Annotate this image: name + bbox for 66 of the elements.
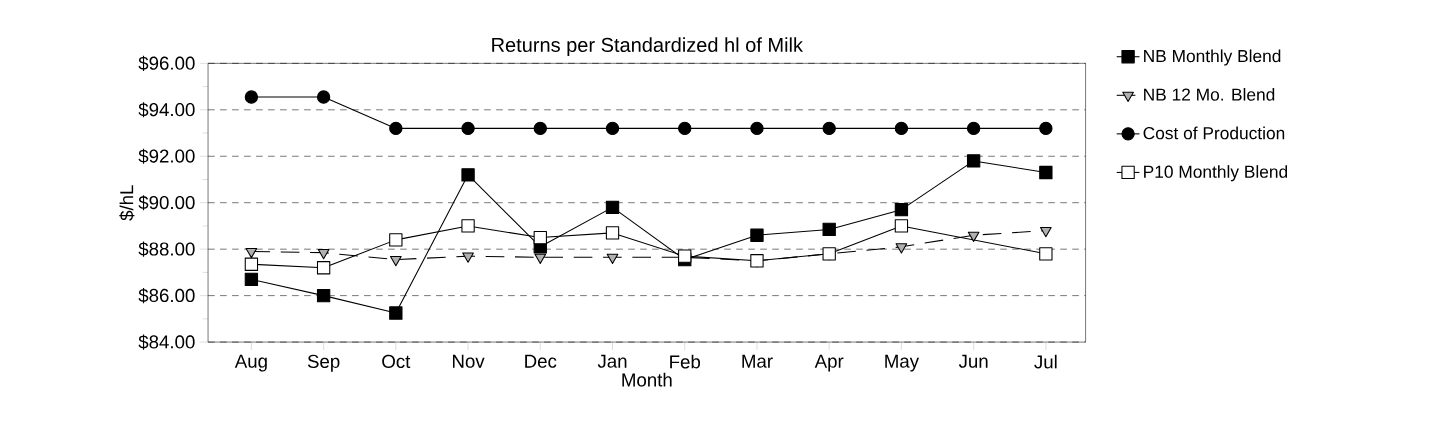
y-tick-label: $94.00 [138, 102, 195, 118]
y-tick-label: $86.00 [138, 288, 195, 304]
point [605, 200, 620, 214]
point [462, 252, 474, 263]
point [894, 219, 909, 233]
point [389, 306, 403, 320]
point [894, 202, 909, 217]
x-axis-title: Month [622, 372, 672, 387]
point [316, 261, 331, 275]
x-tick-label: Feb [670, 354, 701, 369]
point [966, 154, 981, 168]
point [1039, 165, 1053, 180]
point [389, 255, 402, 267]
y-tick-label: $90.00 [138, 195, 195, 211]
chart-title: Returns per Standardized hl of Milk [492, 37, 803, 56]
x-tick-label: Apr [814, 354, 844, 372]
point [822, 121, 836, 136]
point [244, 272, 259, 286]
point [966, 121, 981, 136]
y-tick-label: $96.00 [138, 55, 195, 71]
legend-label: NB Monthly Blend [1144, 49, 1281, 66]
point [533, 230, 547, 245]
point [533, 121, 547, 136]
x-tick-label: Jan [597, 354, 627, 368]
legend-label: NB 12 Mo. Blend [1144, 87, 1275, 101]
legend-label: P10 Monthly Blend [1144, 165, 1288, 182]
point [678, 249, 692, 263]
point [534, 253, 547, 264]
legend-label: Cost of Production [1143, 126, 1285, 140]
x-tick-label: Oct [382, 354, 411, 368]
x-tick-label: May [885, 354, 920, 372]
point [316, 90, 331, 104]
point [750, 121, 764, 136]
point [895, 243, 908, 254]
point [244, 257, 259, 271]
x-tick-label: Jul [1034, 354, 1057, 369]
x-tick-label: Dec [525, 354, 557, 368]
point [678, 121, 692, 136]
point [389, 233, 403, 247]
point [317, 248, 330, 260]
point [1039, 121, 1053, 136]
y-tick-label: $88.00 [138, 241, 195, 257]
point [750, 228, 764, 242]
x-tick-label: Mar [742, 354, 773, 368]
y-tick-label: $92.00 [138, 148, 195, 164]
point [389, 121, 403, 136]
point [245, 247, 258, 259]
point [605, 226, 620, 240]
point [605, 121, 620, 136]
y-axis-title: $/hL [119, 185, 135, 221]
point [606, 253, 619, 264]
point [967, 231, 980, 242]
y-tick-label: $84.00 [138, 334, 195, 350]
point [461, 219, 475, 233]
x-tick-label: Aug [234, 354, 267, 372]
x-tick-label: Sep [307, 354, 340, 372]
point [1039, 247, 1053, 261]
point [316, 288, 331, 303]
x-tick-label: Jun [958, 354, 988, 368]
point [461, 168, 475, 182]
point [1040, 226, 1052, 238]
point [244, 90, 259, 104]
point [894, 121, 909, 136]
point [822, 222, 836, 237]
point [461, 121, 475, 136]
x-tick-label: Nov [452, 354, 485, 368]
